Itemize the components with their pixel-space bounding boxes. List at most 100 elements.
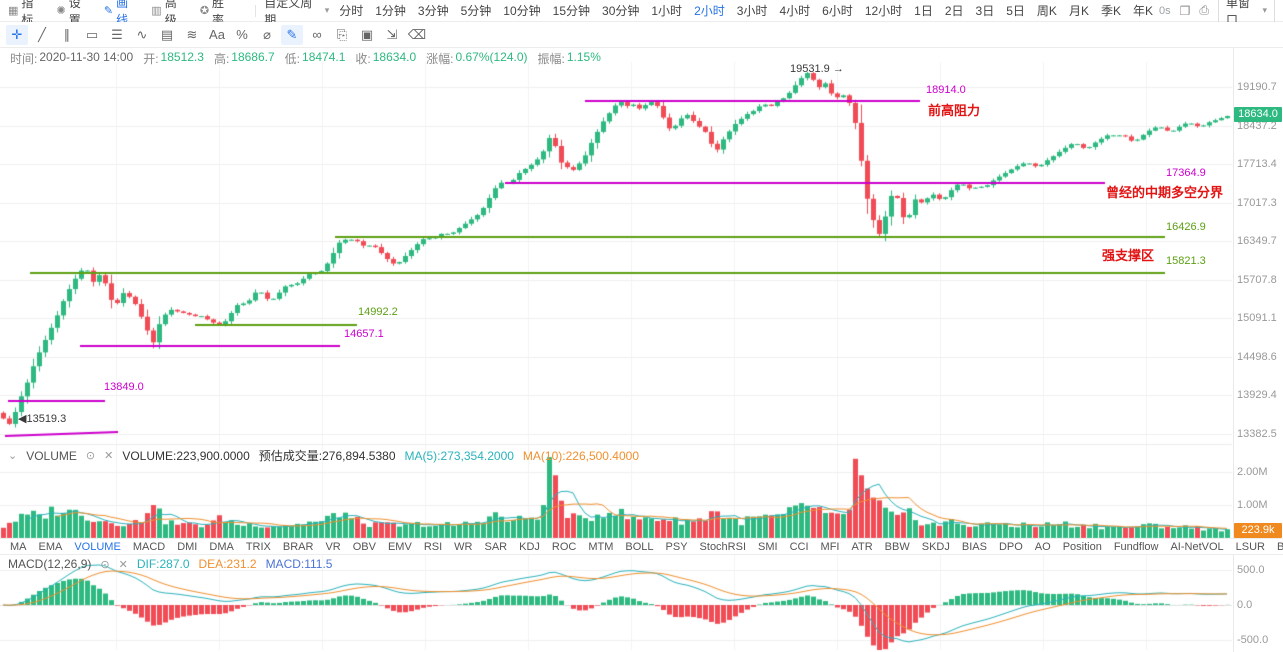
high-label: 高: [213, 52, 230, 66]
indicator-tab-MTM[interactable]: MTM [588, 540, 614, 553]
indicator-tab-OBV[interactable]: OBV [352, 540, 376, 553]
percent-tool-icon[interactable]: % [236, 27, 248, 42]
indicator-tab-StochRSI[interactable]: StochRSI [699, 540, 747, 553]
timeframe-5日[interactable]: 5日 [1006, 4, 1025, 18]
close-icon[interactable]: ✕ [118, 558, 128, 571]
timeframe-5分钟[interactable]: 5分钟 [460, 4, 492, 18]
midline-price-label[interactable]: 17364.9 [1166, 167, 1206, 179]
timeframe-1小时[interactable]: 1小时 [651, 4, 683, 18]
indicators-icon: ▦ [8, 5, 19, 17]
ray-lines-tool-icon[interactable]: ☰ [111, 26, 123, 42]
timeframe-年K[interactable]: 年K [1132, 4, 1153, 18]
eye-icon[interactable]: ⊙ [100, 558, 110, 571]
time-value: 2020-11-30 14:00 [39, 50, 134, 64]
indicator-tab-BOLL[interactable]: BOLL [625, 540, 654, 553]
trend-line-tool-icon[interactable]: ╱ [38, 26, 46, 42]
indicator-tab-AO[interactable]: AO [1034, 540, 1051, 553]
level-14992-label[interactable]: 14992.2 [358, 306, 398, 318]
timeframe-季K[interactable]: 季K [1100, 4, 1121, 18]
peak-price-label[interactable]: 19531.9 → [790, 63, 844, 75]
timeframe-3日[interactable]: 3日 [975, 4, 995, 18]
indicator-tab-SKDJ[interactable]: SKDJ [921, 540, 950, 553]
timeframe-月K[interactable]: 月K [1068, 4, 1089, 18]
indicator-tab-DMA[interactable]: DMA [209, 540, 234, 553]
export-tool-icon[interactable]: ⇲ [386, 26, 398, 42]
info-open: 开: 18512.3 [143, 50, 204, 67]
resistance-price-label[interactable]: 18914.0 [926, 84, 966, 96]
delete-tool-icon[interactable]: ⌫ [407, 26, 427, 42]
timeframe-3分钟[interactable]: 3分钟 [417, 4, 449, 18]
winrate-icon: ✪ [199, 5, 210, 17]
indicator-tab-KDJ[interactable]: KDJ [519, 540, 540, 553]
indicator-tab-SMI[interactable]: SMI [758, 540, 778, 553]
top-toolbar: ▦ 指标 ✺ 设置 ✎ 画线 ▥ 高级 ✪ 胜率 自定义周期 ▾ 分时 1分钟 3分钟 5分钟 10分钟 1… [0, 0, 1283, 30]
indicator-tab-DPO[interactable]: DPO [998, 540, 1023, 553]
timeframe-12小时[interactable]: 12小时 [864, 4, 903, 18]
indicator-tab-BIAS[interactable]: BIAS [961, 540, 987, 553]
magnet-tool-icon[interactable]: ⌀ [263, 26, 271, 42]
support-note[interactable]: 强支撑区 [1102, 248, 1155, 263]
indicator-tab-Position[interactable]: Position [1062, 540, 1102, 553]
indicator-tab-BRAR[interactable]: BRAR [282, 540, 314, 553]
support2-price-label[interactable]: 15821.3 [1166, 255, 1206, 267]
indicator-tab-MACD[interactable]: MACD [132, 540, 166, 553]
indicator-tab-ATR[interactable]: ATR [851, 540, 873, 553]
level-14657-label[interactable]: 14657.1 [344, 328, 384, 340]
indicator-tab-ROC[interactable]: ROC [551, 540, 577, 553]
timeframe-周K[interactable]: 周K [1036, 4, 1057, 18]
indicator-tab-BBW[interactable]: BBW [884, 540, 910, 553]
duplicate-tool-icon[interactable]: ▣ [360, 26, 374, 42]
curve-tool-icon[interactable]: ≋ [186, 26, 198, 42]
volume-value: VOLUME:223,900.0000 [122, 448, 250, 463]
indicator-tab-AI-NetVOL[interactable]: AI-NetVOL [1170, 540, 1224, 553]
rectangle-tool-icon[interactable]: ▭ [85, 26, 99, 42]
wave-tool-icon[interactable]: ∿ [136, 26, 148, 42]
screenshot-icon[interactable]: ⎙ [1199, 3, 1209, 17]
continuous-draw-tool-icon[interactable]: ∞ [312, 27, 322, 42]
support1-price-label[interactable]: 16426.9 [1166, 221, 1206, 233]
timeframe-4小时[interactable]: 4小时 [779, 4, 811, 18]
indicator-tab-DMI[interactable]: DMI [177, 540, 198, 553]
macd-tick: -500.0 [1237, 634, 1269, 646]
timeframe-1日[interactable]: 1日 [914, 4, 933, 18]
timeframe-10分钟[interactable]: 10分钟 [503, 4, 541, 18]
indicator-tab-SAR[interactable]: SAR [484, 540, 508, 553]
parallel-channel-tool-icon[interactable]: ∥ [63, 26, 71, 42]
indicator-tab-EMV[interactable]: EMV [387, 540, 412, 553]
crosshair-tool-icon[interactable]: ✛ [6, 24, 28, 45]
level-13849-label[interactable]: 13849.0 [104, 381, 144, 393]
clipboard-tool-icon[interactable]: ⎘ [336, 26, 348, 42]
indicator-tab-MFI[interactable]: MFI [820, 540, 840, 553]
collapse-icon[interactable]: ⌄ [8, 450, 18, 462]
indicator-tab-WR[interactable]: WR [454, 540, 473, 553]
low-price-label[interactable]: ◀13519.3 [18, 413, 67, 425]
fib-retracement-tool-icon[interactable]: ▤ [160, 26, 174, 42]
brush-tool-icon[interactable]: ✎ [281, 24, 303, 45]
timeframe-30分钟[interactable]: 30分钟 [602, 4, 640, 18]
resistance-note[interactable]: 前高阻力 [928, 103, 981, 118]
timeframe-1分钟[interactable]: 1分钟 [375, 4, 406, 18]
timeframe-分时[interactable]: 分时 [339, 4, 364, 18]
indicator-tab-VR[interactable]: VR [325, 540, 341, 553]
timeframe-3小时[interactable]: 3小时 [736, 4, 768, 18]
indicator-tab-RSI[interactable]: RSI [423, 540, 443, 553]
timeframe-6小时[interactable]: 6小时 [822, 4, 853, 18]
fullscreen-icon[interactable]: ❐ [1179, 3, 1191, 18]
timeframe-2小时[interactable]: 2小时 [694, 4, 725, 18]
indicator-tab-TRIX[interactable]: TRIX [245, 540, 271, 553]
indicator-tab-PSY[interactable]: PSY [665, 540, 688, 553]
indicator-tab-CCI[interactable]: CCI [789, 540, 809, 553]
indicator-tab-MA[interactable]: MA [10, 540, 27, 553]
indicator-tab-EMA[interactable]: EMA [38, 540, 63, 553]
indicator-tab-LSUR[interactable]: LSUR [1235, 540, 1265, 553]
timeframe-2日[interactable]: 2日 [944, 4, 964, 18]
timeframe-15分钟[interactable]: 15分钟 [552, 4, 591, 18]
midline-note[interactable]: 曾经的中期多空分界 [1106, 185, 1224, 200]
indicator-tab-Fundflow[interactable]: Fundflow [1113, 540, 1159, 553]
close-icon[interactable]: ✕ [104, 450, 114, 462]
text-tool-icon[interactable]: Aa [209, 27, 225, 42]
high-value: 18686.7 [231, 50, 275, 64]
indicator-tab-VOLUME[interactable]: VOLUME [74, 540, 121, 553]
indicator-tab-BASIS[interactable]: BASIS [1277, 540, 1283, 553]
eye-icon[interactable]: ⊙ [85, 450, 96, 462]
